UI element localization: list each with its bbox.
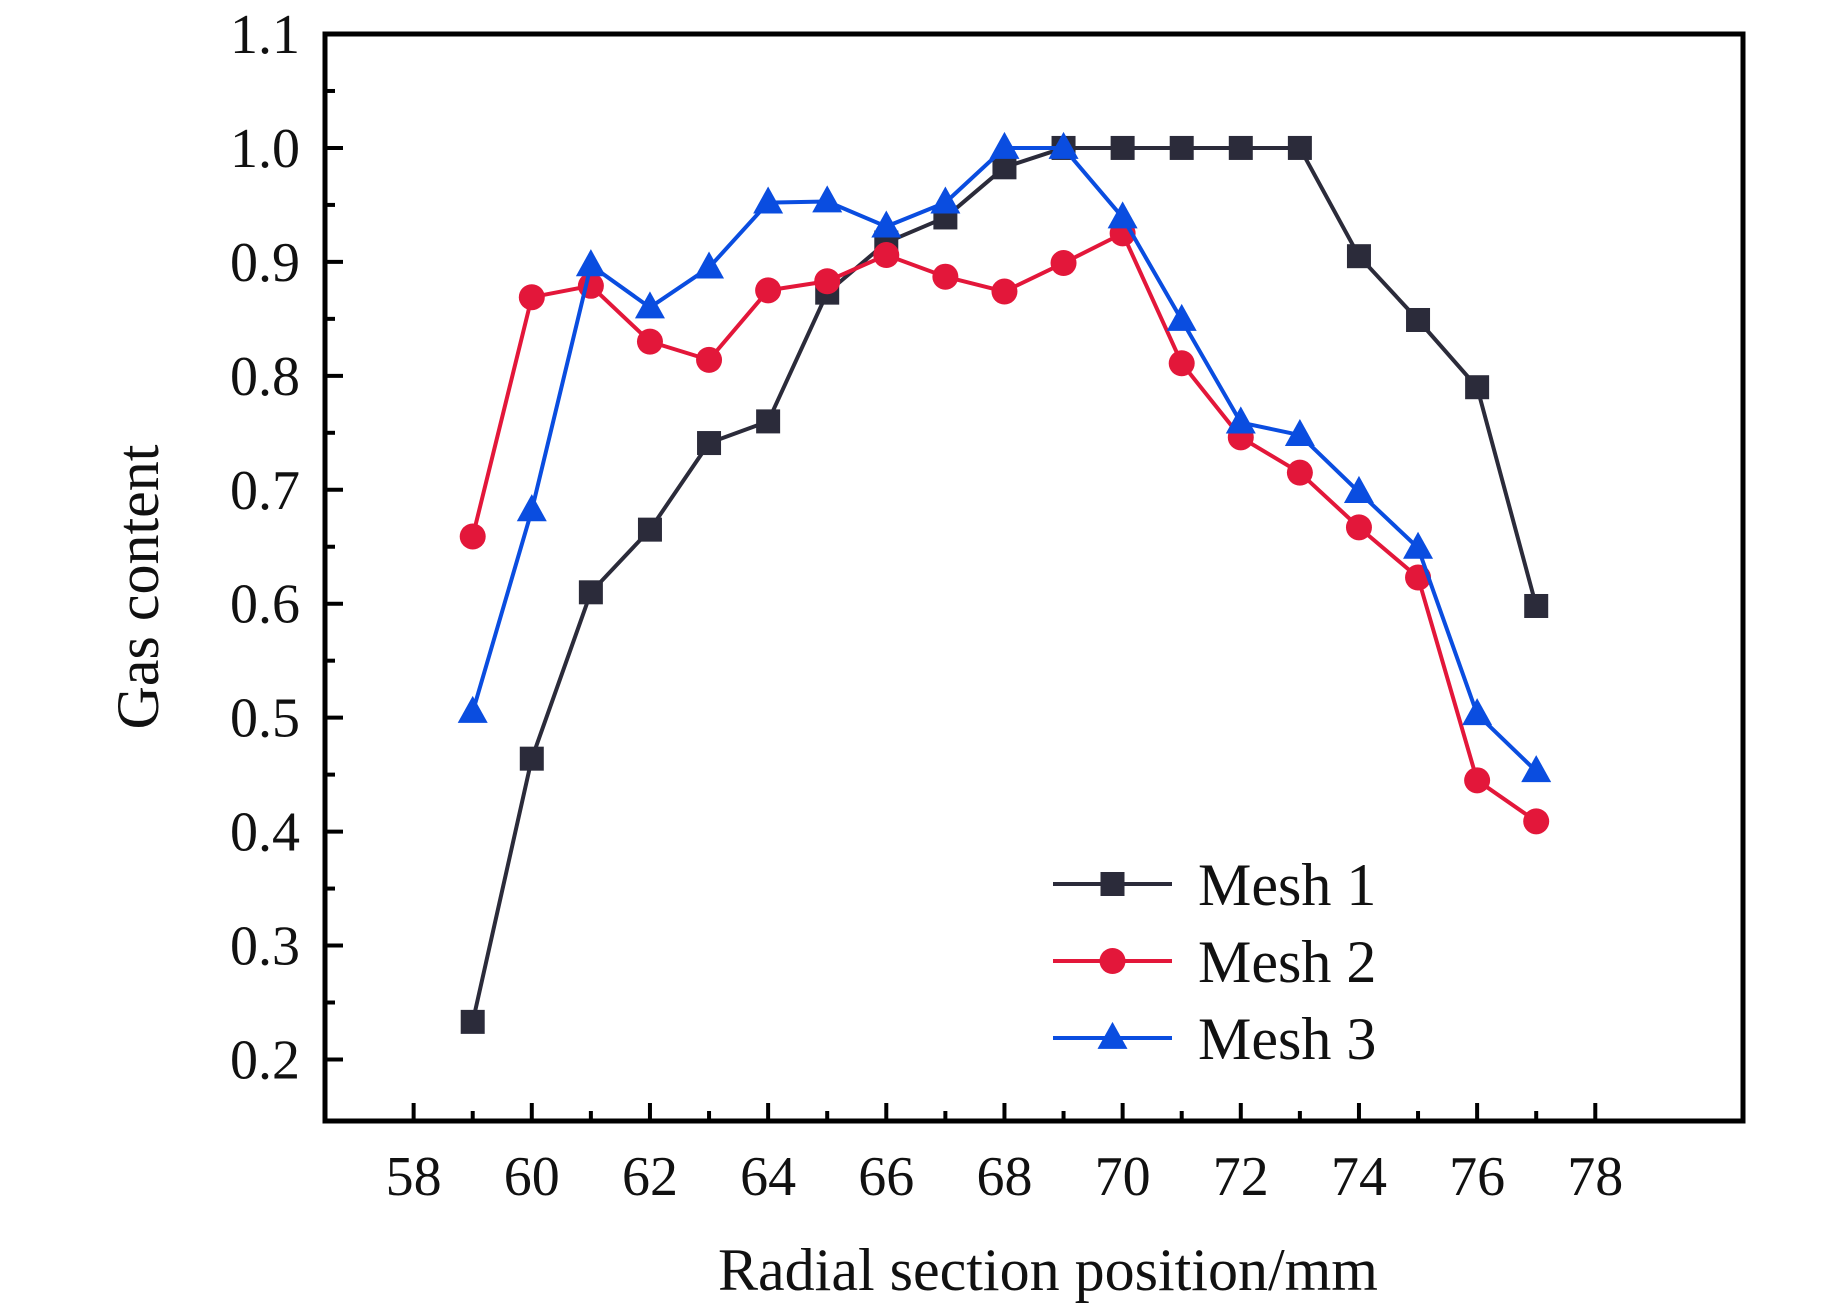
data-point xyxy=(932,263,959,290)
x-tick-label: 70 xyxy=(1095,1146,1151,1208)
data-point xyxy=(634,291,665,319)
data-point xyxy=(1403,531,1434,559)
legend-marker-triangle xyxy=(1097,1021,1128,1049)
y-tick-label: 0.9 xyxy=(230,232,300,294)
x-tick-label: 66 xyxy=(858,1146,914,1208)
data-point xyxy=(1225,406,1256,434)
data-point xyxy=(1168,350,1195,377)
series-line xyxy=(470,231,1538,823)
legend-label: Mesh 2 xyxy=(1198,929,1376,995)
data-point xyxy=(696,346,723,373)
y-tick-label: 0.4 xyxy=(230,802,300,864)
x-tick-label: 60 xyxy=(504,1146,560,1208)
data-point xyxy=(989,131,1020,159)
data-point xyxy=(1107,201,1138,229)
x-tick-label: 76 xyxy=(1449,1146,1505,1208)
x-tick-label: 78 xyxy=(1567,1146,1623,1208)
data-point xyxy=(575,249,606,277)
data-point xyxy=(871,210,902,238)
data-point xyxy=(1169,135,1194,160)
y-axis: 0.2 0.3 0.4 0.5 0.6 0.7 0.8 0.9 1.0 1.1 xyxy=(230,4,343,1091)
legend-label: Mesh 3 xyxy=(1198,1006,1376,1072)
data-point xyxy=(812,185,843,213)
data-point xyxy=(518,284,545,311)
data-point xyxy=(1524,593,1549,618)
x-tick-label: 68 xyxy=(976,1146,1032,1208)
data-point xyxy=(1523,808,1550,835)
data-point xyxy=(460,1009,485,1034)
data-point xyxy=(578,580,603,605)
legend-label: Mesh 1 xyxy=(1198,852,1376,918)
plot-frame xyxy=(322,31,1746,1124)
data-point xyxy=(1345,514,1372,541)
x-tick-label: 72 xyxy=(1213,1146,1269,1208)
data-point xyxy=(873,242,900,269)
data-point xyxy=(1228,135,1253,160)
y-tick-label: 1.0 xyxy=(230,118,300,180)
series-layer xyxy=(457,131,1552,1034)
data-point xyxy=(753,186,784,214)
data-point xyxy=(459,523,486,550)
data-point xyxy=(1343,475,1374,503)
series-line xyxy=(470,145,1538,773)
data-point xyxy=(755,277,782,304)
data-point xyxy=(1050,250,1077,277)
data-point xyxy=(814,268,841,295)
data-point xyxy=(1346,244,1371,269)
series-mesh-3 xyxy=(457,131,1552,783)
data-point xyxy=(516,494,547,522)
legend: Mesh 1 Mesh 2 Mesh 3 xyxy=(1053,852,1376,1072)
y-tick-label: 0.3 xyxy=(230,916,300,978)
data-point xyxy=(1406,307,1431,332)
y-tick-label: 1.1 xyxy=(230,4,300,66)
data-point xyxy=(637,517,662,542)
data-point xyxy=(1166,303,1197,331)
x-tick-label: 58 xyxy=(386,1146,442,1208)
y-tick-label: 0.5 xyxy=(230,688,300,750)
y-tick-label: 0.8 xyxy=(230,346,300,408)
data-point xyxy=(1521,755,1552,783)
data-point xyxy=(457,695,488,723)
data-point xyxy=(1464,767,1491,794)
data-point xyxy=(992,155,1017,180)
data-point xyxy=(1048,131,1079,159)
legend-marker-circle xyxy=(1099,948,1126,974)
legend-marker-square xyxy=(1100,872,1125,896)
data-point xyxy=(636,328,663,355)
y-tick-label: 0.6 xyxy=(230,574,300,636)
series-mesh-2 xyxy=(459,220,1550,835)
y-axis-title: Gas content xyxy=(105,444,171,729)
data-point xyxy=(930,186,961,214)
legend-item: Mesh 1 xyxy=(1053,852,1376,918)
x-tick-label: 62 xyxy=(622,1146,678,1208)
data-point xyxy=(694,251,725,279)
legend-item: Mesh 2 xyxy=(1053,929,1376,995)
y-tick-label: 0.7 xyxy=(230,460,300,522)
x-axis: 58 60 62 64 66 68 70 72 74 76 78 xyxy=(386,1103,1623,1208)
series-mesh-1 xyxy=(460,135,1549,1034)
data-point xyxy=(1465,375,1490,400)
legend-item: Mesh 3 xyxy=(1053,1006,1376,1072)
data-point xyxy=(1284,418,1315,446)
x-tick-label: 64 xyxy=(740,1146,796,1208)
x-axis-title: Radial section position/mm xyxy=(718,1237,1378,1303)
data-point xyxy=(697,431,722,456)
data-point xyxy=(756,409,781,434)
data-point xyxy=(1286,459,1313,486)
data-point xyxy=(1110,135,1135,160)
y-tick-label: 0.2 xyxy=(230,1029,300,1091)
x-tick-label: 74 xyxy=(1331,1146,1387,1208)
data-point xyxy=(991,278,1018,305)
data-point xyxy=(519,746,544,771)
data-point xyxy=(1287,135,1312,160)
data-point xyxy=(1462,698,1493,726)
